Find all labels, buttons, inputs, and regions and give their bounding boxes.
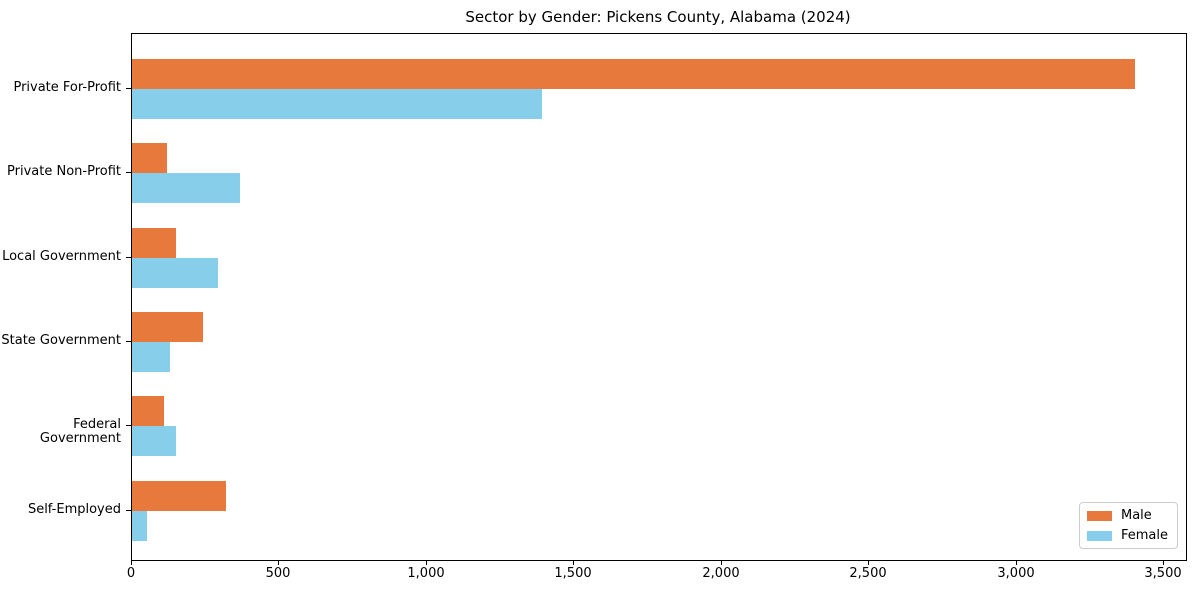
bar-female-private-non-profit bbox=[132, 173, 240, 204]
legend-label-female: Female bbox=[1120, 528, 1168, 543]
x-tick-label-0: 0 bbox=[126, 566, 136, 581]
legend: Male Female bbox=[1078, 502, 1178, 549]
y-tick-mark bbox=[126, 509, 131, 511]
bar-female-private-for-profit bbox=[132, 89, 542, 119]
x-tick-label-500: 500 bbox=[265, 566, 291, 581]
male-color-swatch bbox=[1086, 510, 1112, 521]
bar-male-private-non-profit bbox=[132, 143, 167, 174]
bar-male-federal-government bbox=[132, 396, 164, 427]
x-tick-mark bbox=[278, 560, 279, 565]
bar-female-self-employed bbox=[132, 510, 147, 541]
y-tick-label-private-for-profit: Private For-Profit bbox=[13, 80, 121, 95]
x-tick-mark bbox=[131, 560, 132, 565]
y-tick-mark bbox=[126, 172, 131, 174]
legend-label-male: Male bbox=[1120, 508, 1152, 523]
y-tick-label-federal-government: Federal Government bbox=[39, 417, 121, 447]
bar-female-federal-government bbox=[132, 426, 176, 457]
y-tick-label-private-non-profit: Private Non-Profit bbox=[7, 164, 121, 180]
x-tick-label-3-500: 3,500 bbox=[1144, 566, 1182, 581]
bar-male-private-for-profit bbox=[132, 59, 1135, 89]
legend-item-male: Male bbox=[1086, 508, 1168, 523]
y-tick-label-self-employed: Self-Employed bbox=[27, 501, 121, 517]
y-tick-mark bbox=[126, 425, 131, 427]
x-tick-label-3-000: 3,000 bbox=[997, 566, 1035, 581]
x-tick-label-1-500: 1,500 bbox=[554, 566, 592, 581]
y-tick-mark bbox=[126, 88, 131, 89]
plot-area: Male Female bbox=[131, 33, 1187, 561]
bar-male-self-employed bbox=[132, 480, 226, 511]
bar-male-local-government bbox=[132, 227, 176, 258]
y-tick-mark bbox=[126, 340, 131, 342]
bar-female-local-government bbox=[132, 257, 218, 288]
x-tick-mark bbox=[721, 560, 722, 565]
x-tick-mark bbox=[426, 560, 427, 565]
bar-male-state-government bbox=[132, 311, 203, 342]
x-tick-label-1-000: 1,000 bbox=[407, 566, 445, 581]
chart-title: Sector by Gender: Pickens County, Alabam… bbox=[465, 8, 851, 26]
female-color-swatch bbox=[1086, 530, 1112, 541]
x-tick-mark bbox=[1163, 560, 1164, 565]
x-tick-mark bbox=[868, 560, 869, 565]
y-tick-label-state-government: State Government bbox=[1, 332, 121, 348]
x-tick-mark bbox=[573, 560, 574, 565]
x-tick-label-2-000: 2,000 bbox=[702, 566, 740, 581]
legend-item-female: Female bbox=[1086, 528, 1168, 543]
x-tick-mark bbox=[1016, 560, 1017, 565]
x-tick-label-2-500: 2,500 bbox=[849, 566, 887, 581]
y-tick-mark bbox=[126, 256, 131, 258]
bar-female-state-government bbox=[132, 341, 170, 372]
y-tick-label-local-government: Local Government bbox=[2, 248, 121, 264]
